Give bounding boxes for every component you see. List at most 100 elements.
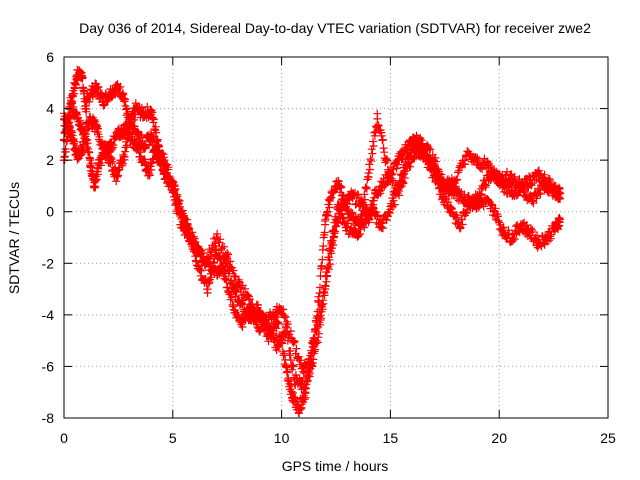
data-point [482,197,491,206]
data-point [140,140,149,149]
data-point [127,114,136,123]
data-point [516,181,525,190]
data-point [419,150,428,159]
plot-frame [63,56,609,419]
data-point [551,223,560,232]
data-point [99,96,108,105]
data-point [203,285,212,294]
data-point [120,125,129,134]
data-point [90,181,99,190]
data-point [527,197,536,206]
y-tick-label: 4 [46,101,54,117]
data-point [112,83,121,92]
data-point [190,238,199,247]
data-point [223,254,232,263]
data-point [66,99,75,108]
data-point [86,89,95,98]
marker-path [60,93,564,378]
data-point [73,114,82,123]
data-point [290,375,299,384]
data-point [351,230,360,239]
data-point [194,264,203,273]
data-point [179,212,188,221]
data-point [360,218,369,227]
grid [64,57,608,418]
data-point [68,135,77,144]
data-point [473,158,482,167]
data-point [464,197,473,206]
data-point [273,318,282,327]
data-point [77,145,86,154]
x-tick-label: 0 [60,430,68,446]
data-point [395,156,404,165]
data-point [81,135,90,144]
data-point [408,140,417,149]
data-point [160,156,169,165]
x-tick-label: 25 [600,430,616,446]
data-point [86,156,95,165]
data-point [484,161,493,170]
data-point [355,220,364,229]
x-tick-label: 15 [383,430,399,446]
data-point [118,89,127,98]
data-point [451,176,460,185]
data-point [364,169,373,178]
data-point [556,194,565,203]
x-tick-label: 5 [169,430,177,446]
data-point [508,187,517,196]
data-point [495,176,504,185]
data-point [273,341,282,350]
data-point [482,176,491,185]
data-point [440,181,449,190]
x-axis-label: GPS time / hours [282,458,389,474]
data-point [299,367,308,376]
data-point [255,326,264,335]
data-point [373,114,382,123]
data-point [377,223,386,232]
data-point [534,238,543,247]
data-point [244,295,253,304]
y-tick-label: -6 [42,358,55,374]
data-point [334,176,343,185]
data-point [516,220,525,229]
data-point [238,300,247,309]
data-point [94,161,103,170]
data-point [281,362,290,371]
data-point [321,220,330,229]
y-tick-label: -8 [42,410,55,426]
data-point [147,107,156,116]
data-point [114,130,123,139]
data-point [543,233,552,242]
data-point [534,171,543,180]
data-point [138,109,147,118]
data-point [538,181,547,190]
data-point [133,130,142,139]
y-tick-label: 6 [46,49,54,65]
data-point [234,279,243,288]
axis-ticks [63,56,609,419]
data-point [347,212,356,221]
data-point [151,145,160,154]
data-point [201,259,210,268]
data-point [473,199,482,208]
x-tick-labels: 0 5 10 15 20 25 [60,430,616,446]
data-point [238,318,247,327]
data-point [390,187,399,196]
data-point [338,194,347,203]
data-point [112,171,121,180]
data-point [79,130,88,139]
data-point [347,192,356,201]
data-point [399,169,408,178]
data-point [288,336,297,345]
data-point [490,207,499,216]
data-point [105,89,114,98]
data-point [382,156,391,165]
data-point [525,228,534,237]
data-point [147,132,156,141]
data-point [499,228,508,237]
data-point [99,143,108,152]
data-point [506,171,515,180]
data-point [556,215,565,224]
data-point [508,233,517,242]
data-point [295,403,304,412]
